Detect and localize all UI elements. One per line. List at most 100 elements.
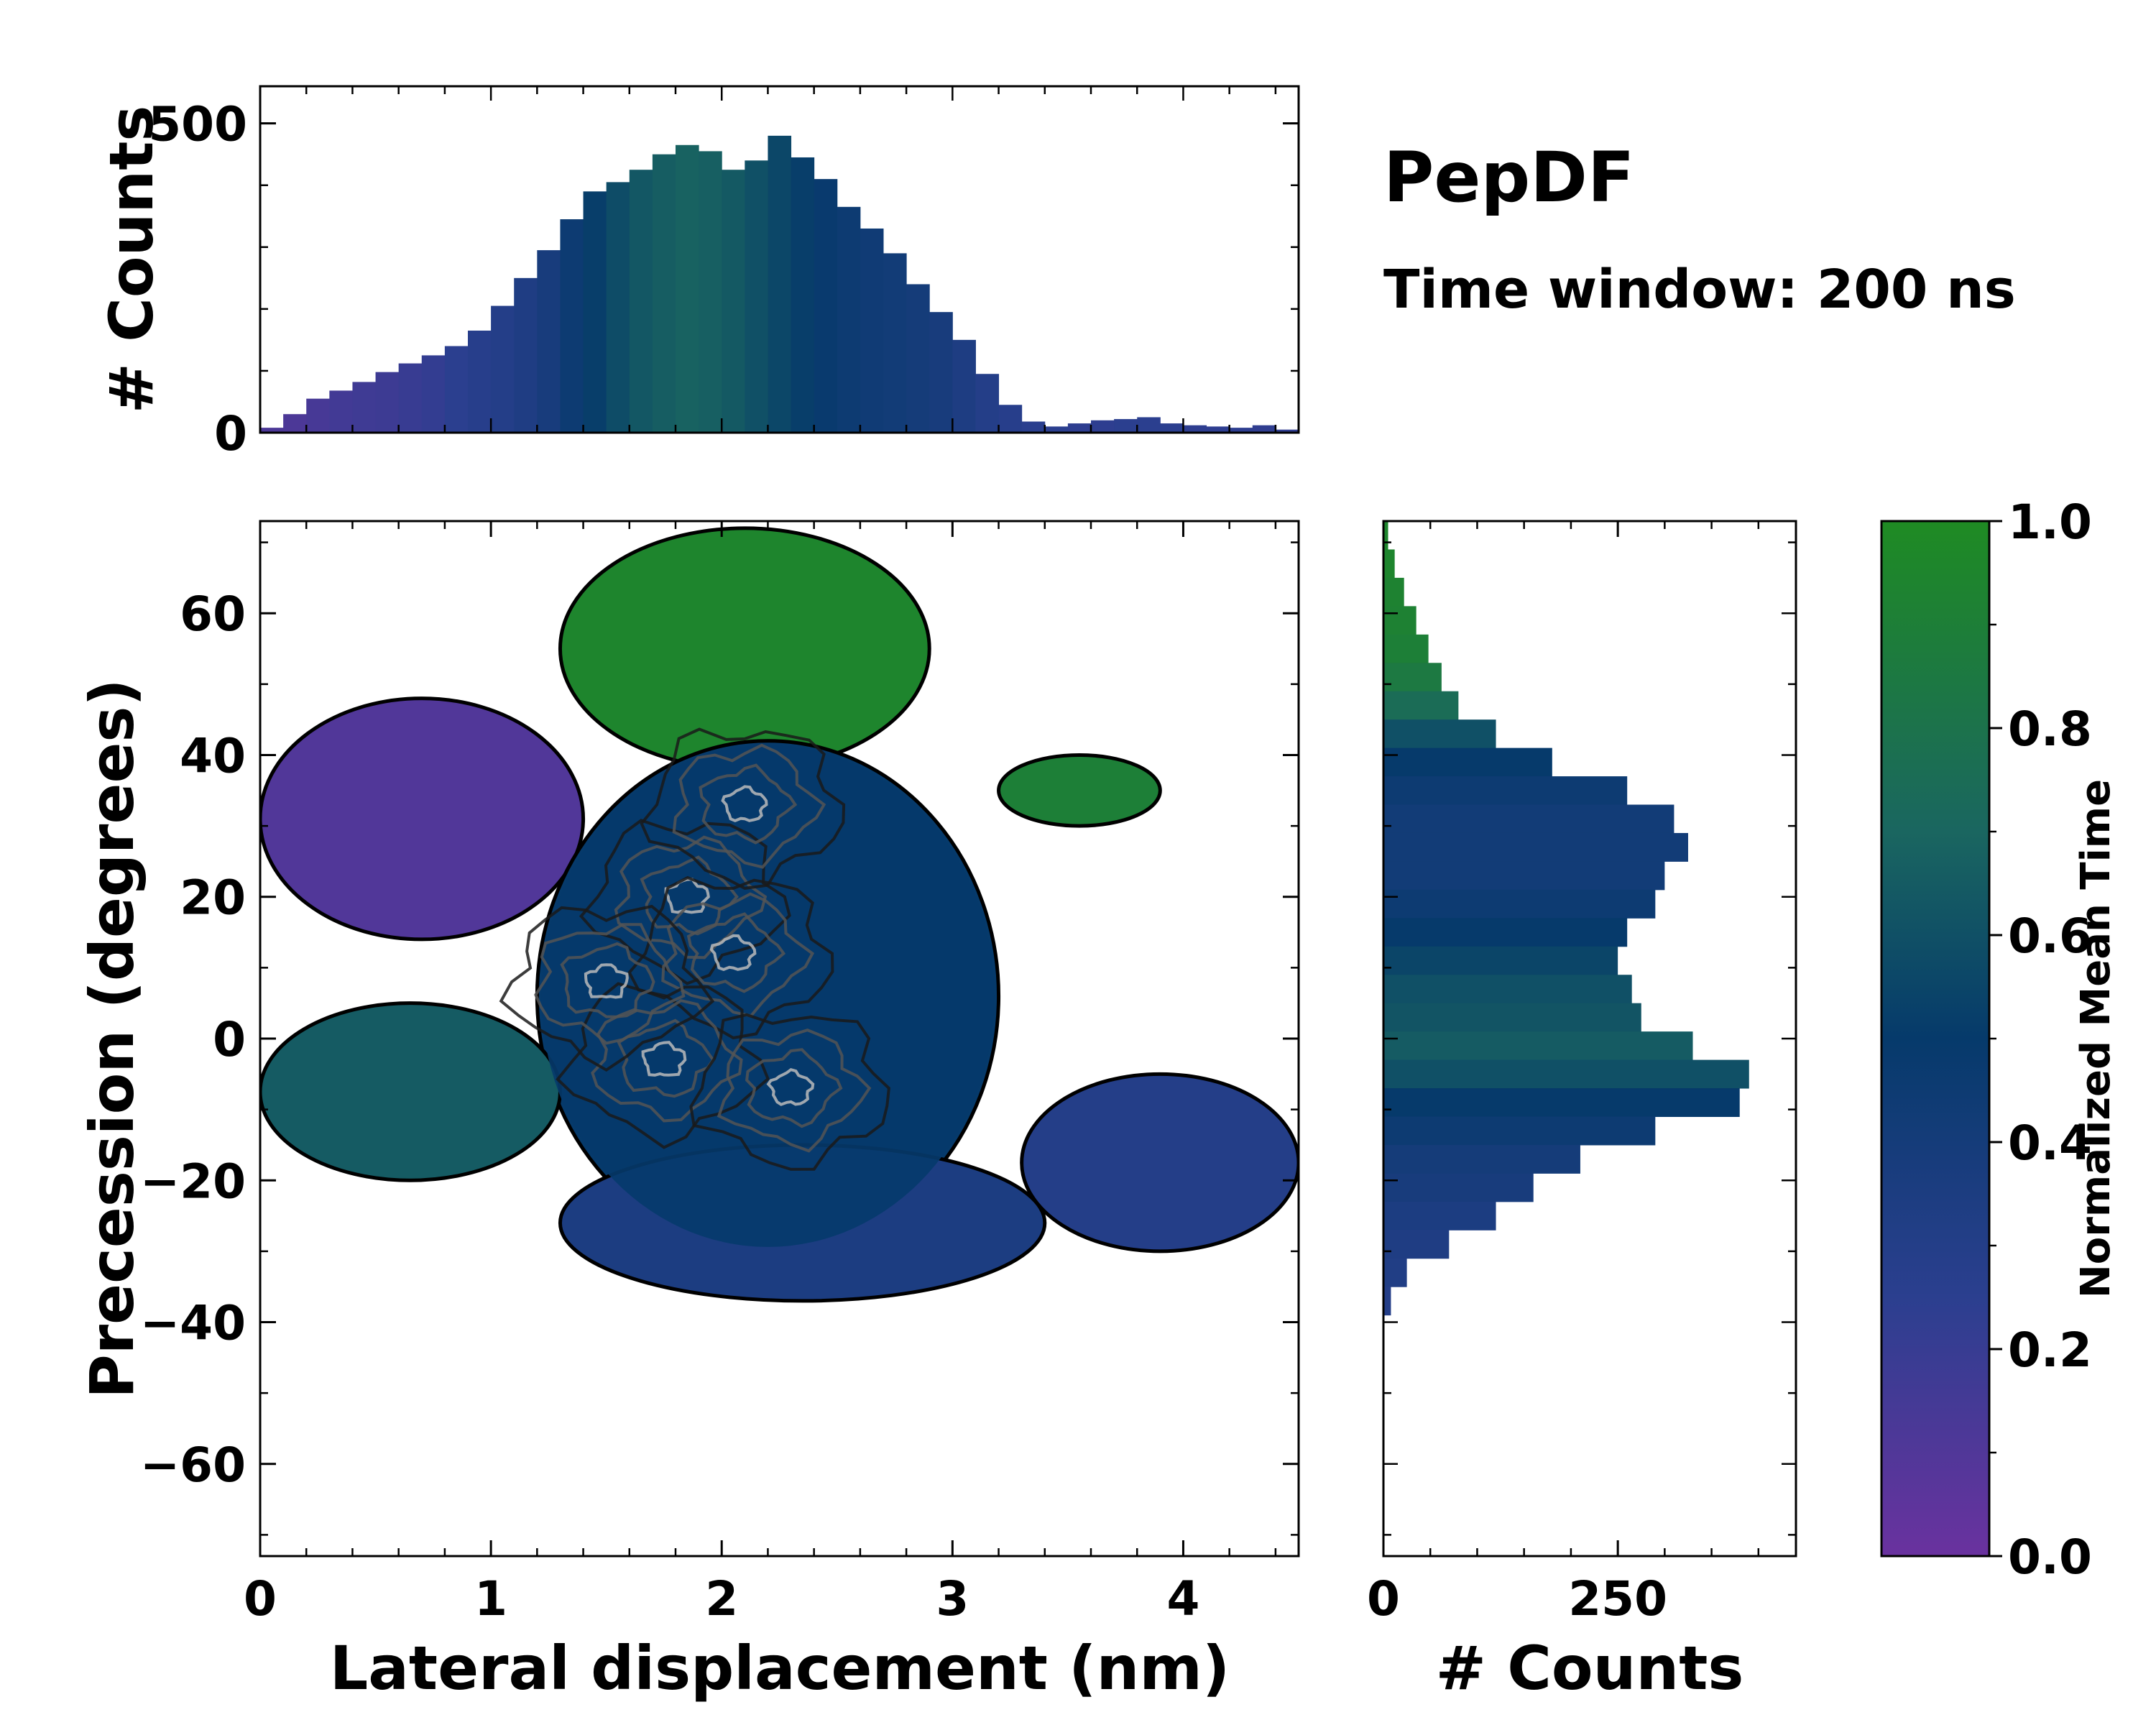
- top-histogram-bar: [583, 191, 607, 433]
- top-histogram-bar: [444, 346, 469, 433]
- density-contour-line: [717, 1028, 872, 1153]
- heatmap-region-right-blue-tail: [1020, 1072, 1299, 1254]
- top-ytick-label: 500: [148, 97, 247, 152]
- density-contour-line: [499, 904, 715, 1072]
- top-histogram-bar: [606, 182, 630, 433]
- top-histogram-bar: [975, 374, 1000, 433]
- right-histogram-bar: [1383, 1230, 1450, 1259]
- top-histogram-bar: [745, 160, 768, 433]
- right-histogram-bar: [1383, 946, 1618, 975]
- top-histogram-bar: [421, 355, 446, 433]
- top-histogram-ticks: 0 500: [148, 86, 1299, 461]
- heatmap-xtick-label: 2: [705, 1571, 738, 1627]
- right-histogram-bars: [1383, 521, 1749, 1316]
- right-histogram-bar: [1383, 804, 1674, 834]
- heatmap-xtick-label: 3: [936, 1571, 969, 1627]
- top-histogram-bar: [1044, 426, 1069, 433]
- right-histogram-bar: [1383, 691, 1459, 720]
- density-contour-line: [766, 1068, 815, 1106]
- density-contour-line: [591, 998, 743, 1123]
- top-histogram-bar: [652, 154, 676, 433]
- right-histogram-bar: [1383, 1287, 1391, 1316]
- right-histogram-bar: [1383, 1201, 1496, 1230]
- colorbar-gradient: [1881, 521, 1989, 1556]
- heatmap-ticks: 0 1 2 3 4 −60 −40 −20 0 20 40 60: [140, 521, 1299, 1627]
- colorbar-tick-label: 0.6: [2008, 908, 2092, 964]
- top-histogram-bar: [514, 277, 538, 433]
- right-histogram-bar: [1383, 861, 1665, 891]
- right-xtick-label: 0: [1367, 1571, 1400, 1627]
- density-contour-line: [672, 743, 826, 869]
- chart-subtitle: Time window: 200 ns: [1383, 259, 2016, 321]
- right-histogram-bar: [1383, 521, 1388, 550]
- colorbar-panel: 0.0 0.2 0.4 0.6 0.8 1.0 Normalized Mean Time: [1880, 494, 2119, 1585]
- right-histogram-bar: [1383, 1088, 1740, 1117]
- top-histogram-bar: [1275, 429, 1299, 433]
- density-contour-line: [661, 892, 815, 1018]
- colorbar-tick-label: 0.8: [2008, 702, 2092, 757]
- top-histogram-bar: [1021, 421, 1046, 433]
- top-histogram-bar: [998, 405, 1023, 433]
- density-contour-line: [686, 912, 786, 993]
- colorbar-label: Normalized Mean Time: [2073, 779, 2119, 1298]
- right-histogram-bar: [1383, 1059, 1749, 1089]
- density-contour-line: [689, 1013, 890, 1171]
- top-histogram-bar: [306, 398, 330, 433]
- density-contour-line: [584, 963, 629, 999]
- right-histogram-bar: [1383, 748, 1552, 777]
- top-histogram-frame: [259, 85, 1300, 434]
- top-histogram-bar: [906, 284, 930, 433]
- heatmap-content: [260, 526, 1299, 1303]
- top-histogram-bars: [260, 135, 1299, 433]
- right-histogram-bar: [1383, 577, 1404, 607]
- top-histogram-bar: [929, 312, 953, 433]
- right-histogram-bar: [1383, 1144, 1580, 1174]
- top-histogram-bar: [791, 157, 815, 433]
- heatmap-ytick-label: 20: [180, 870, 246, 926]
- top-histogram-bar: [722, 170, 745, 433]
- density-contour-line: [579, 819, 791, 985]
- top-histogram-panel: 0 500 # Counts PepDF Time window: 200 ns: [96, 85, 2016, 461]
- top-histogram-bar: [699, 151, 722, 433]
- heatmap-region-left-teal-lobe: [260, 1001, 562, 1182]
- density-contour-line: [640, 855, 739, 936]
- top-histogram-bar: [883, 253, 907, 433]
- top-histogram-bar: [352, 382, 377, 433]
- colorbar-tick-label: 0.0: [2008, 1530, 2092, 1585]
- right-histogram-bar: [1383, 1116, 1656, 1146]
- density-contour-line: [627, 875, 834, 1040]
- right-histogram-xlabel: # Counts: [1436, 1633, 1744, 1703]
- right-histogram-bar: [1383, 776, 1628, 806]
- heatmap-xtick-label: 1: [474, 1571, 507, 1627]
- right-histogram-ticks: 0 250: [1367, 521, 1796, 1627]
- heatmap-ytick-label: −60: [140, 1438, 246, 1493]
- top-histogram-bar: [283, 414, 307, 433]
- top-histogram-bar: [860, 228, 884, 433]
- top-histogram-bar: [537, 250, 561, 433]
- top-histogram-bar: [1114, 419, 1138, 433]
- right-histogram-bar: [1383, 918, 1628, 947]
- density-contour-line: [640, 727, 846, 890]
- top-histogram-bar: [260, 428, 284, 433]
- right-histogram-bar: [1383, 719, 1496, 749]
- top-histogram-ylabel: # Counts: [96, 106, 167, 414]
- right-histogram-bar: [1383, 889, 1656, 919]
- density-contour-line: [560, 942, 655, 1018]
- heatmap-ytick-label: −20: [140, 1154, 246, 1209]
- density-contour-line: [641, 1041, 687, 1077]
- top-histogram-bar: [1252, 425, 1276, 433]
- right-histogram-bar: [1383, 663, 1442, 692]
- colorbar-tick-label: 0.2: [2008, 1322, 2092, 1378]
- right-histogram-bar: [1383, 634, 1429, 663]
- right-xtick-label: 250: [1568, 1571, 1667, 1627]
- top-histogram-bar: [768, 135, 792, 433]
- top-histogram-bar: [1091, 420, 1115, 433]
- right-histogram-bar: [1383, 549, 1395, 579]
- heatmap-xlabel: Lateral displacement (nm): [330, 1633, 1230, 1703]
- right-histogram-bar: [1383, 1173, 1534, 1202]
- top-histogram-bar: [1206, 426, 1230, 433]
- right-histogram-bar: [1383, 975, 1632, 1004]
- top-histogram-bar: [1067, 423, 1092, 433]
- density-contour-line: [664, 878, 710, 914]
- top-histogram-bar: [491, 305, 515, 433]
